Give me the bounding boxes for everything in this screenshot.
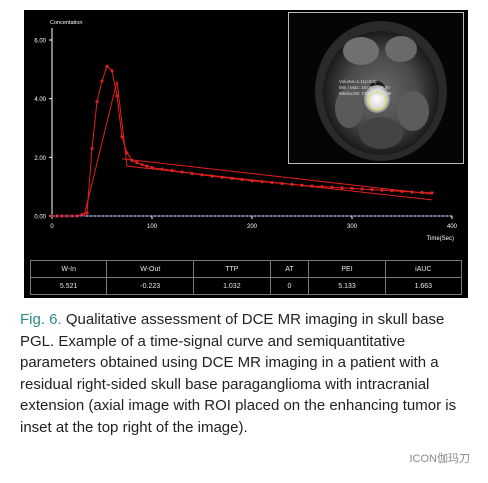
value-at: 0	[269, 277, 310, 295]
header-w-in: W-In	[29, 260, 108, 278]
data-point	[115, 94, 119, 98]
figure-label: Fig. 6.	[20, 311, 62, 328]
x-tick-label: 100	[147, 224, 158, 230]
series-line-2	[121, 158, 433, 195]
data-point	[125, 151, 129, 155]
value-w-in: 5.521	[29, 277, 108, 295]
data-point	[350, 186, 354, 191]
data-point	[120, 135, 124, 139]
value-iauc: 1.663	[384, 277, 463, 295]
header-w-out: W-Out	[106, 260, 195, 278]
header-at: AT	[269, 260, 310, 278]
caption-text: Qualitative assessment of DCE MR imaging…	[20, 311, 457, 436]
inset-minmax-text: Min / Max: 19.00 / 308.00	[339, 85, 390, 90]
mri-inset: Volume=1.11(cm3) Min / Max: 19.00 / 308.…	[288, 12, 464, 164]
header-pei: PEI	[308, 260, 386, 278]
series-line-1	[52, 80, 433, 217]
data-point	[110, 69, 114, 73]
data-point	[100, 79, 104, 83]
time-signal-chart: 0.00 2.00 4.00 6.00 0 100 200 300 400 Concentatio…	[34, 20, 458, 242]
value-pei: 5.133	[308, 277, 386, 295]
data-point	[140, 163, 144, 167]
x-tick-label: 0	[50, 224, 54, 230]
header-ttp: TTP	[193, 260, 271, 278]
x-tick-label: 300	[347, 224, 358, 230]
axial-mri-image	[315, 21, 447, 161]
value-ttp: 1.032	[193, 277, 271, 295]
data-point	[145, 164, 149, 168]
dce-mr-panel: 0.00 2.00 4.00 6.00 0 100 200 300 400 Concentatio…	[24, 10, 468, 298]
y-tick-label: 6.00	[34, 39, 46, 45]
data-point	[80, 212, 84, 217]
parameter-table: W-In W-Out TTP AT PEI iAUC 5.521 -0.223 …	[29, 260, 463, 295]
y-tick-label: 2.00	[34, 156, 46, 162]
data-point	[85, 211, 89, 215]
roi-marker	[367, 91, 387, 111]
value-w-out: -0.223	[106, 277, 195, 295]
x-axis-label: Time(Sec)	[427, 236, 454, 242]
x-tick-label: 200	[247, 224, 258, 230]
data-point	[330, 185, 334, 189]
data-point	[95, 100, 99, 104]
parameter-header-row: W-In W-Out TTP AT PEI iAUC	[29, 260, 463, 278]
y-tick-label: 0.00	[34, 215, 46, 221]
watermark: ICON伽玛刀	[409, 453, 471, 465]
y-axis-label: Concentation	[50, 20, 82, 26]
header-iauc: iAUC	[384, 260, 463, 278]
enhancing-tumor	[364, 85, 390, 113]
x-tick-label: 400	[447, 224, 458, 230]
parameter-value-row: 5.521 -0.223 1.032 0 5.133 1.663	[29, 277, 463, 295]
y-tick-label: 4.00	[34, 97, 46, 103]
data-point	[135, 161, 139, 165]
data-point	[105, 64, 109, 68]
inset-volume-text: Volume=1.11(cm3)	[339, 79, 377, 84]
figure-caption: Fig. 6. Qualitative assessment of DCE MR…	[20, 309, 478, 438]
data-point	[360, 187, 364, 191]
data-point	[370, 188, 374, 192]
data-point	[340, 186, 344, 190]
inset-mean-text: Mean±SD: 233.60±113.39	[339, 91, 392, 96]
data-point	[90, 146, 94, 151]
data-point	[380, 188, 384, 192]
